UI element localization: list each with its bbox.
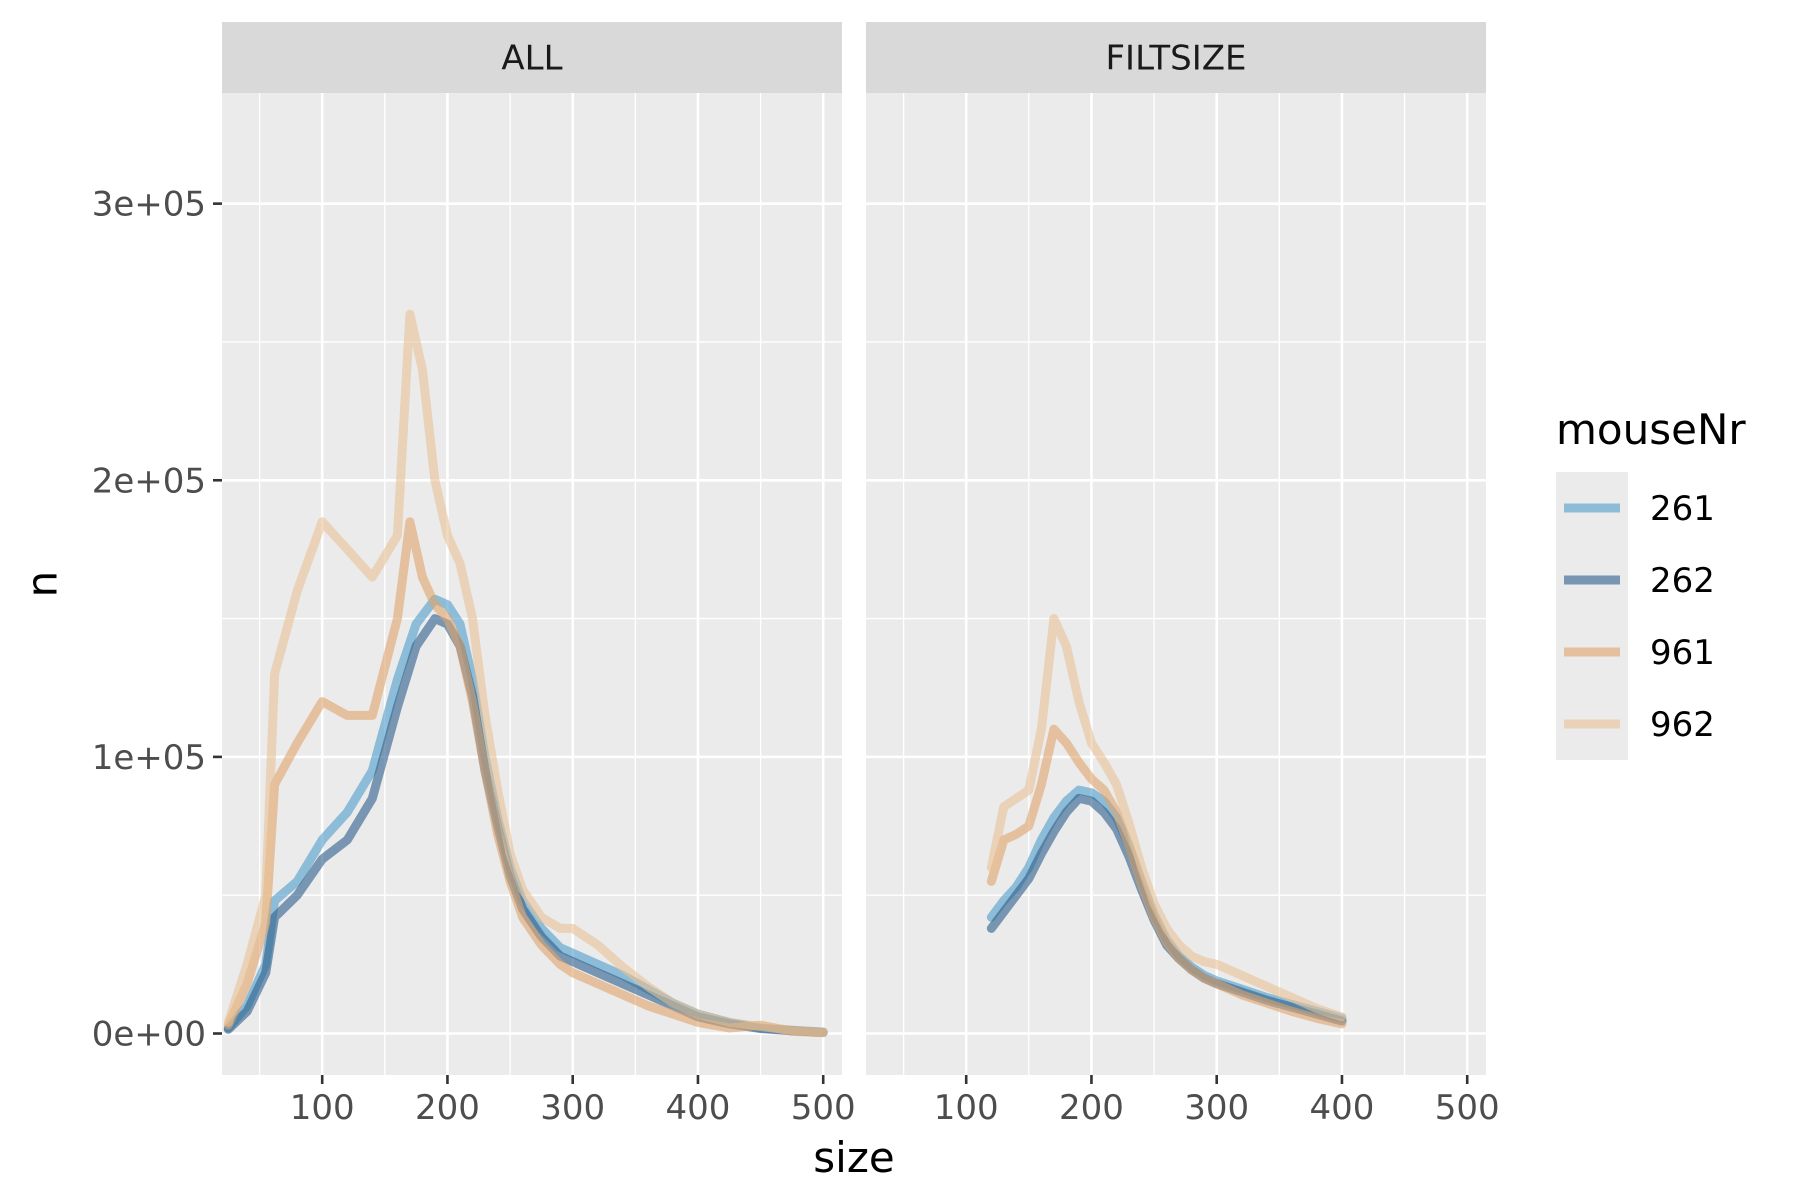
x-tick-label: 500 — [1435, 1088, 1500, 1128]
legend-label: 962 — [1650, 705, 1715, 745]
x-tick-label: 300 — [1184, 1088, 1249, 1128]
legend-items: 261 262 961 962 — [1564, 489, 1715, 745]
legend-item-261: 261 — [1564, 489, 1715, 529]
legend-item-961: 961 — [1564, 633, 1715, 673]
panel-background — [866, 93, 1486, 1075]
x-tick-label: 100 — [290, 1088, 355, 1128]
x-tick-label: 100 — [934, 1088, 999, 1128]
legend: mouseNr 261 262 961 962 — [1556, 405, 1746, 760]
legend-label: 961 — [1650, 633, 1715, 673]
strip-label: FILTSIZE — [1106, 39, 1247, 79]
gridlines — [222, 93, 842, 1075]
series-line-961 — [986, 724, 1347, 1029]
legend-item-962: 962 — [1564, 705, 1715, 745]
y-tick-label: 1e+05 — [92, 738, 206, 778]
y-axis-title: n — [18, 571, 67, 598]
panel-filtsize: FILTSIZE 100 200 300 400 500 — [866, 22, 1500, 1128]
y-tick-label: 2e+05 — [92, 461, 206, 501]
legend-title: mouseNr — [1556, 405, 1746, 454]
series-layer — [986, 614, 1347, 1029]
series-layer — [223, 309, 828, 1038]
y-tick-label: 0e+00 — [92, 1015, 206, 1055]
strip-label: ALL — [501, 39, 562, 79]
y-tick-label: 3e+05 — [92, 185, 206, 225]
strip-background — [222, 22, 842, 93]
x-tick-label: 200 — [1059, 1088, 1124, 1128]
legend-key-background — [1556, 472, 1628, 760]
legend-label: 261 — [1650, 489, 1715, 529]
x-tick-label: 500 — [791, 1088, 856, 1128]
panel-all: ALL 100 200 300 400 500 0e+00 1e+05 2e+05 3e+05 — [92, 22, 856, 1128]
x-tick-label: 200 — [415, 1088, 480, 1128]
x-tick-label: 400 — [666, 1088, 731, 1128]
panels-layer: ALL 100 200 300 400 500 0e+00 1e+05 2e+05 3e+05 FI… — [92, 22, 1500, 1128]
x-tick-label: 400 — [1310, 1088, 1375, 1128]
x-tick-label: 300 — [540, 1088, 605, 1128]
series-line-962 — [986, 614, 1347, 1022]
x-axis-title: size — [813, 1133, 894, 1182]
strip-background — [866, 22, 1486, 93]
legend-item-262: 262 — [1564, 561, 1715, 601]
gridlines — [866, 93, 1486, 1075]
legend-label: 262 — [1650, 561, 1715, 601]
series-line-961 — [223, 517, 828, 1038]
series-line-962 — [223, 309, 828, 1037]
